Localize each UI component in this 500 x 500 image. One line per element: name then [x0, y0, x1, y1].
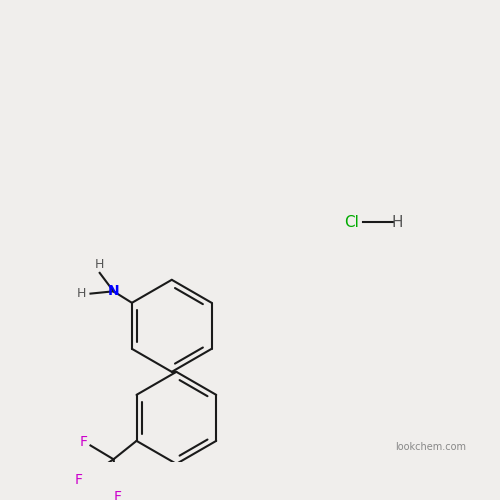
Text: Cl: Cl: [344, 215, 358, 230]
Text: lookchem.com: lookchem.com: [396, 442, 466, 452]
Text: F: F: [114, 490, 122, 500]
Text: F: F: [80, 435, 88, 449]
Text: N: N: [108, 284, 120, 298]
Text: H: H: [76, 287, 86, 300]
Text: F: F: [75, 473, 83, 487]
Text: H: H: [95, 258, 104, 271]
Text: H: H: [392, 215, 403, 230]
